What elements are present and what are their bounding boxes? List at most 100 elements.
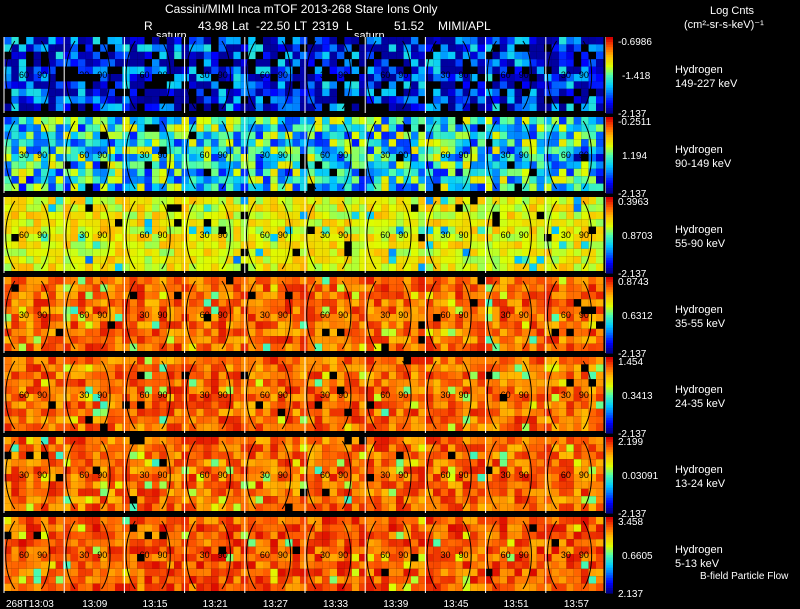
heatmap-cell: [492, 204, 500, 212]
heatmap-cell: [55, 314, 64, 322]
fov-arc: [185, 360, 196, 430]
heatmap-cell: [115, 364, 123, 372]
heatmap-cell: [374, 197, 382, 205]
heatmap-cell: [159, 408, 167, 417]
heatmap-cell: [322, 81, 330, 89]
heatmap-cell: [270, 284, 278, 292]
heatmap-cell: [203, 248, 212, 257]
heatmap-cell: [388, 277, 397, 285]
heatmap-cell: [559, 416, 567, 424]
heatmap-cell: [196, 364, 204, 372]
heatmap-cell: [115, 168, 123, 177]
heatmap-cell: [314, 139, 323, 147]
heatmap-cell: [344, 299, 352, 307]
heatmap-cell: [255, 256, 263, 264]
heatmap-cell: [337, 183, 345, 191]
heatmap-cell: [33, 459, 41, 467]
heatmap-cell: [403, 379, 411, 387]
fov-arc: [65, 280, 76, 350]
heatmap-cell: [78, 263, 86, 271]
heatmap-cell: [448, 88, 456, 97]
heatmap-cell: [174, 416, 182, 424]
colorbar-segment: [606, 260, 613, 264]
heatmap-cell: [588, 299, 596, 307]
heatmap-cell: [255, 74, 263, 82]
heatmap-cell: [174, 437, 182, 445]
heatmap-cell: [470, 37, 478, 45]
heatmap-cell: [559, 66, 567, 74]
heatmap-cell: [388, 74, 397, 82]
heatmap-cell: [292, 321, 300, 329]
heatmap-cell: [314, 459, 323, 467]
heatmap-cell: [189, 117, 197, 125]
heatmap-cell: [529, 357, 537, 365]
heatmap-cell: [107, 451, 115, 460]
heatmap-cell: [218, 416, 226, 424]
heatmap-cell: [107, 328, 115, 337]
heatmap-cell: [522, 277, 530, 285]
heatmap-cell: [174, 131, 182, 140]
heatmap-cell: [359, 96, 367, 104]
heatmap-cell: [248, 321, 256, 329]
heatmap-cell: [152, 451, 160, 460]
heatmap-cell: [462, 139, 471, 147]
angle-label: 90: [338, 230, 348, 240]
heatmap-cell: [581, 394, 589, 402]
heatmap-cell: [285, 103, 293, 111]
heatmap-cell: [529, 139, 537, 147]
heatmap-cell: [359, 474, 367, 482]
heatmap-cell: [292, 408, 300, 417]
heatmap-cell: [455, 204, 463, 212]
heatmap-cell: [337, 131, 345, 140]
heatmap-cell: [359, 291, 367, 300]
heatmap-cell: [226, 74, 234, 82]
angle-label: 90: [398, 310, 408, 320]
heatmap-cell: [26, 343, 34, 351]
heatmap-cell: [196, 299, 204, 307]
heatmap-cell: [174, 256, 182, 264]
chart-title: Cassini/MIMI Inca mTOF 2013-268 Stare Io…: [165, 2, 438, 16]
heatmap-cell: [440, 357, 448, 365]
heatmap-cell: [18, 74, 27, 82]
fov-arc: [161, 120, 171, 190]
heatmap-cell: [248, 154, 256, 162]
heatmap-cell: [292, 386, 300, 394]
heatmap-cell: [115, 379, 123, 387]
heatmap-cell: [559, 51, 567, 60]
heatmap-cell: [381, 226, 389, 234]
angle-label: 60: [501, 390, 511, 400]
heatmap-cell: [514, 183, 522, 191]
heatmap-cell: [18, 59, 27, 67]
heatmap-cell: [566, 37, 574, 45]
heatmap-cell: [277, 416, 286, 424]
heatmap-cell: [159, 168, 167, 177]
heatmap-cell: [48, 444, 56, 452]
heatmap-cell: [70, 336, 78, 344]
heatmap-cell: [26, 263, 34, 271]
heatmap-cell: [359, 423, 367, 431]
heatmap-cell: [159, 336, 167, 344]
heatmap-cell: [499, 314, 508, 322]
heatmap-cell: [581, 277, 589, 285]
heatmap-cell: [307, 437, 315, 445]
heatmap-cell: [455, 131, 463, 140]
heatmap-cell: [588, 248, 596, 257]
heatmap-cell: [440, 299, 448, 307]
heatmap-cell: [448, 336, 456, 344]
heatmap-cell: [596, 444, 604, 452]
heatmap-cell: [33, 66, 41, 74]
heatmap-cell: [455, 451, 463, 460]
heatmap-cell: [337, 176, 345, 184]
heatmap-cell: [203, 444, 212, 452]
heatmap-cell: [425, 364, 434, 372]
heatmap-cell: [255, 248, 263, 257]
colorbar-segment: [606, 134, 613, 138]
heatmap-cell: [189, 299, 197, 307]
heatmap-cell: [403, 328, 411, 337]
heatmap-cell: [203, 314, 212, 322]
heatmap-cell: [307, 131, 315, 140]
heatmap-cell: [159, 219, 167, 227]
heatmap-cell: [107, 459, 115, 467]
heatmap-cell: [329, 357, 337, 365]
heatmap-cell: [189, 314, 197, 322]
